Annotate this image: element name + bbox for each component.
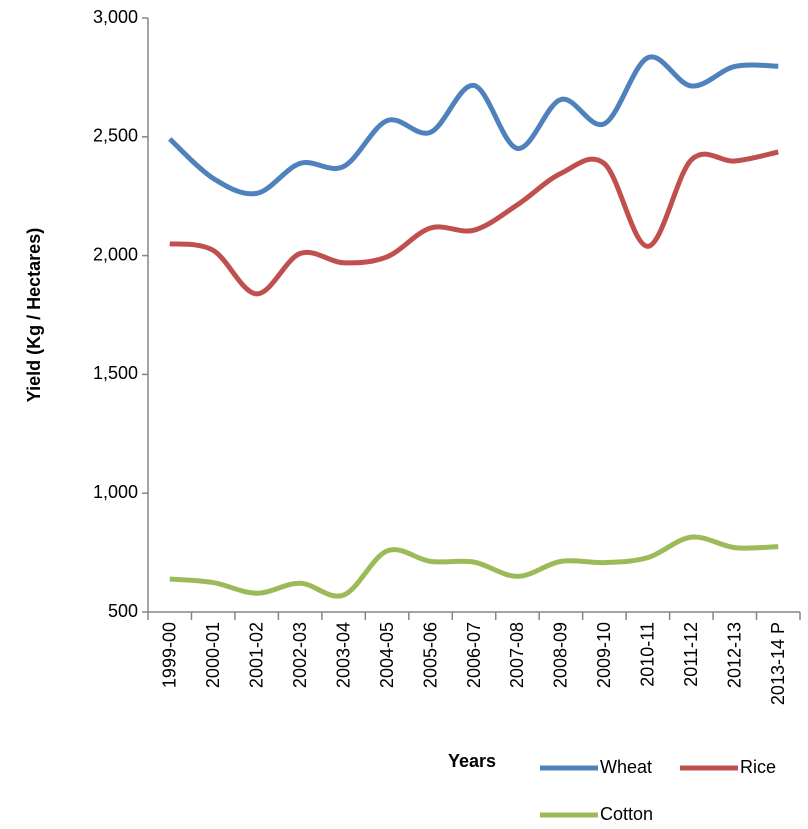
y-tick-label: 3,000 — [93, 7, 138, 27]
y-axis-title: Yield (Kg / Hectares) — [24, 228, 44, 402]
x-tick-label: 2012-13 — [725, 622, 745, 688]
x-tick-label: 2011-12 — [681, 622, 701, 687]
x-tick-label: 2006-07 — [464, 622, 484, 688]
x-tick-label: 2000-01 — [203, 622, 223, 688]
x-tick-label: 2010-11 — [638, 622, 658, 687]
x-tick-label: 2002-03 — [290, 622, 310, 688]
x-tick-label: 1999-00 — [159, 622, 179, 688]
legend-label: Wheat — [600, 757, 652, 777]
y-tick-label: 1,500 — [93, 363, 138, 383]
x-tick-label: 2005-06 — [420, 622, 440, 688]
y-tick-label: 1,000 — [93, 482, 138, 502]
legend-label: Cotton — [600, 804, 653, 824]
x-tick-label: 2013-14 P — [768, 622, 788, 705]
legend-label: Rice — [740, 757, 776, 777]
x-tick-label: 2009-10 — [594, 622, 614, 688]
x-tick-label: 2008-09 — [551, 622, 571, 688]
x-tick-label: 2003-04 — [333, 622, 353, 688]
y-tick-label: 500 — [108, 601, 138, 621]
x-axis-title: Years — [448, 751, 496, 771]
x-tick-label: 2007-08 — [507, 622, 527, 688]
y-tick-label: 2,500 — [93, 126, 138, 146]
y-tick-label: 2,000 — [93, 244, 138, 264]
x-tick-label: 2004-05 — [377, 622, 397, 688]
series-line — [169, 534, 779, 599]
series-line — [169, 149, 779, 297]
x-tick-label: 2001-02 — [246, 622, 266, 688]
series-line — [168, 54, 779, 197]
